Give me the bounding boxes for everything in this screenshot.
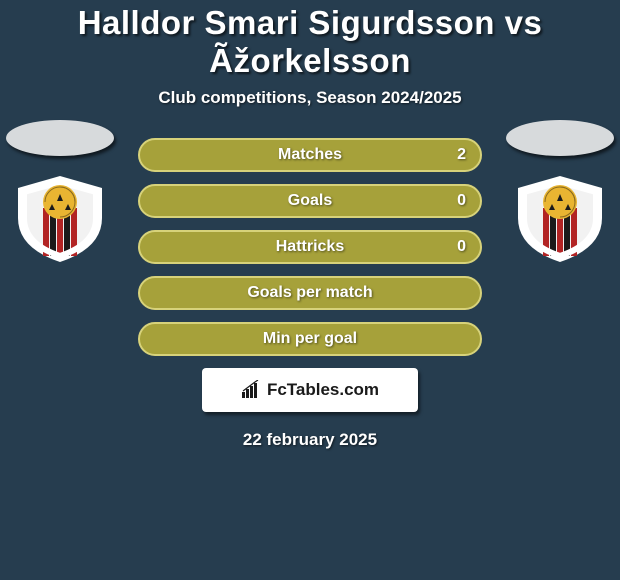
stat-value: 0 bbox=[457, 238, 466, 256]
bar-chart-icon bbox=[241, 380, 261, 400]
club-crest-right bbox=[510, 174, 610, 264]
stat-row-goals-per-match: Goals per match bbox=[138, 276, 482, 310]
stat-value: 2 bbox=[457, 146, 466, 164]
stat-label: Goals per match bbox=[247, 284, 372, 302]
player-left-column bbox=[0, 120, 120, 264]
player-right-column bbox=[500, 120, 620, 264]
stat-label: Goals bbox=[288, 192, 332, 210]
subtitle: Club competitions, Season 2024/2025 bbox=[0, 88, 620, 108]
stats-list: Matches 2 Goals 0 Hattricks 0 Goals per … bbox=[138, 138, 482, 356]
stat-row-hattricks: Hattricks 0 bbox=[138, 230, 482, 264]
player-left-disc bbox=[6, 120, 114, 156]
stat-row-min-per-goal: Min per goal bbox=[138, 322, 482, 356]
stat-label: Matches bbox=[278, 146, 342, 164]
brand-badge: FcTables.com bbox=[202, 368, 418, 412]
player-right-disc bbox=[506, 120, 614, 156]
stat-label: Min per goal bbox=[263, 330, 357, 348]
snapshot-date: 22 february 2025 bbox=[0, 430, 620, 450]
club-crest-left bbox=[10, 174, 110, 264]
brand-label: FcTables.com bbox=[267, 380, 379, 400]
stat-value: 0 bbox=[457, 192, 466, 210]
stat-label: Hattricks bbox=[276, 238, 344, 256]
comparison-card: Halldor Smari Sigurdsson vs Ãžorkelsson … bbox=[0, 0, 620, 580]
page-title: Halldor Smari Sigurdsson vs Ãžorkelsson bbox=[0, 4, 620, 80]
stat-row-goals: Goals 0 bbox=[138, 184, 482, 218]
stat-row-matches: Matches 2 bbox=[138, 138, 482, 172]
